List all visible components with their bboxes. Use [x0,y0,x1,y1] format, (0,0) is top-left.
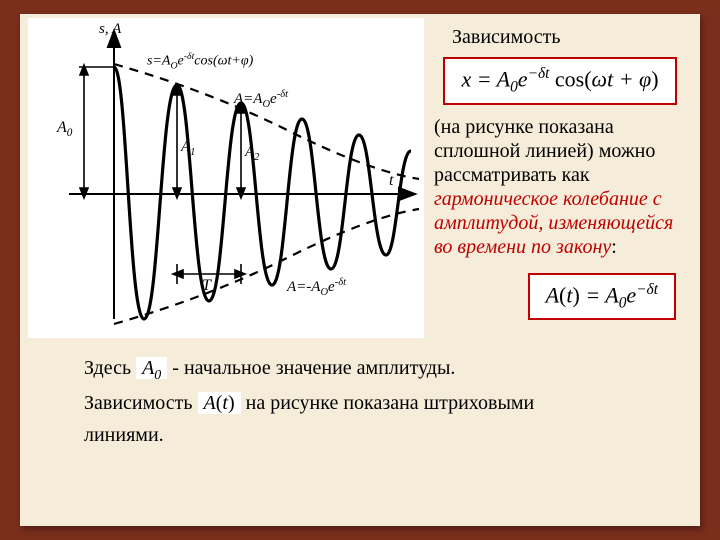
right-text-column: Зависимость x = A0e−δt cos(ωt + φ) (на р… [434,18,692,330]
label-s-formula: s=AOe-δtcos(ωt+φ) [147,51,253,71]
para-emph: гармоническое колебание с амплитудой, из… [434,188,673,258]
description-paragraph: (на рисунке показана сплошной линией) мо… [434,115,686,259]
bottom-line2a: Зависимость [84,392,198,414]
amplitude-formula: A(t) = A0e−δt [528,273,676,321]
heading-dependence: Зависимость [434,26,686,49]
bottom-line2b: на рисунке показана штриховыми [246,392,535,414]
main-formula: x = A0e−δt cos(ωt + φ) [443,57,676,105]
bottom-line-1: Здесь A0 - начальное значение амплитуды. [84,352,676,387]
bottom-line1a: Здесь [84,357,136,379]
axis-label-sA: s, A [99,21,121,38]
symbol-At: A(t) [198,392,241,414]
bottom-text: Здесь A0 - начальное значение амплитуды.… [28,352,692,451]
bottom-line1b: - начальное значение амплитуды. [172,357,455,379]
symbol-A0: A0 [136,357,167,379]
label-A0: A0 [57,119,72,139]
bottom-line-2: Зависимость A(t) на рисунке показана штр… [84,387,676,419]
label-t-axis: t [389,172,393,190]
bottom-line-3: линиями. [84,419,676,451]
label-envelope-bottom: A=-AOe-δt [287,277,346,298]
paper-background: s, A s=AOe-δtcos(ωt+φ) A=AOe-δt A=-AOe-δ… [20,14,700,526]
label-T: T [202,277,211,295]
amplitude-formula-row: A(t) = A0e−δt [434,273,686,321]
para-plain: (на рисунке показана сплошной линией) мо… [434,116,655,186]
damped-oscillation-graph: s, A s=AOe-δtcos(ωt+φ) A=AOe-δt A=-AOe-δ… [28,18,424,338]
label-A1: A1 [181,139,195,158]
label-envelope-top: A=AOe-δt [234,89,288,110]
main-formula-row: x = A0e−δt cos(ωt + φ) [434,57,686,105]
label-A2: A2 [245,144,259,163]
top-row: s, A s=AOe-δtcos(ωt+φ) A=AOe-δt A=-AOe-δ… [28,18,692,338]
